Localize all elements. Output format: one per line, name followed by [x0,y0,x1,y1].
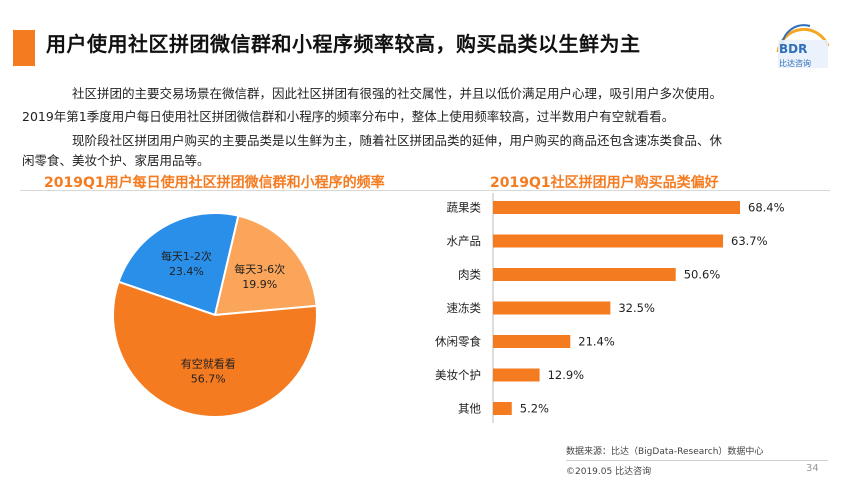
bar-category-label: 美妆个护 [435,368,481,382]
pie-slice-category-label: 有空就看看 [181,357,236,371]
bar-value-label: 50.6% [684,268,721,282]
page-number: 34 [806,463,819,474]
intro-paragraph-3: 现阶段社区拼团用户购买的主要品类是以生鲜为主，随着社区拼团品类的延伸，用户购买的… [72,133,723,148]
bar-category-label: 蔬果类 [447,201,482,215]
bar [493,268,676,281]
bar-value-label: 32.5% [618,301,655,315]
bar-value-label: 63.7% [731,234,768,248]
pie-slice [213,214,318,317]
bar [493,335,571,348]
bar-category-label: 其他 [458,402,481,416]
bar [493,402,512,415]
page-title: 用户使用社区拼团微信群和小程序频率较高，购买品类以生鲜为主 [46,32,641,56]
pie-slice-value-label: 56.7% [191,373,226,386]
bar [493,368,540,382]
bar-category-label: 肉类 [458,268,481,282]
copyright: ©2019.05 比达咨询 [566,467,652,477]
pie-chart-title: 2019Q1用户每日使用社区拼团微信群和小程序的频率 [44,175,385,191]
pie-chart: 每天1-2次 23.4% 每天3-6次 19.9% 有空就看看 56.7% [112,212,318,418]
bar [493,201,740,214]
bar-category-label: 水产品 [447,234,482,248]
footer-divider [566,460,828,461]
pie-slice-category-label: 每天3-6次 [234,262,285,276]
pie-slice [112,280,318,418]
section-divider [20,190,830,191]
pie-slice-value-label: 23.4% [169,265,204,278]
bar-chart-title: 2019Q1社区拼团用户购买品类偏好 [490,175,719,191]
bar-value-label: 5.2% [520,402,549,416]
bar-category-label: 休闲零食 [435,335,481,349]
bar-category-label: 速冻类 [447,301,482,315]
bar-value-label: 12.9% [548,368,585,382]
logo-subtext: 比达咨询 [779,59,811,68]
pie-slice [117,212,240,317]
title-accent-bar [13,30,35,66]
logo-text: BDR [779,42,808,56]
bar-chart: 蔬果类 68.4% 水产品 63.7% 肉类 50.6% 速冻类 32.5% 休闲零食 21.4%… [435,193,785,423]
bar [493,301,611,315]
bar-value-label: 21.4% [578,335,615,349]
pie-slice-category-label: 每天1-2次 [161,249,212,263]
bdr-logo-graphic [776,24,830,68]
intro-paragraph-1: 社区拼团的主要交易场景在微信群，因此社区拼团有很强的社交属性，并且以低价满足用户… [72,86,723,101]
pie-slice-value-label: 19.9% [242,278,277,291]
intro-paragraph-3-cont: 闲零食、美妆个护、家居用品等。 [22,153,210,168]
bar [493,234,724,248]
bar-value-label: 68.4% [748,201,785,215]
data-source: 数据来源：比达（BigData-Research）数据中心 [566,447,764,457]
intro-paragraph-2: 2019年第1季度用户每日使用社区拼团微信群和小程序的频率分布中，整体上使用频率… [22,109,675,124]
